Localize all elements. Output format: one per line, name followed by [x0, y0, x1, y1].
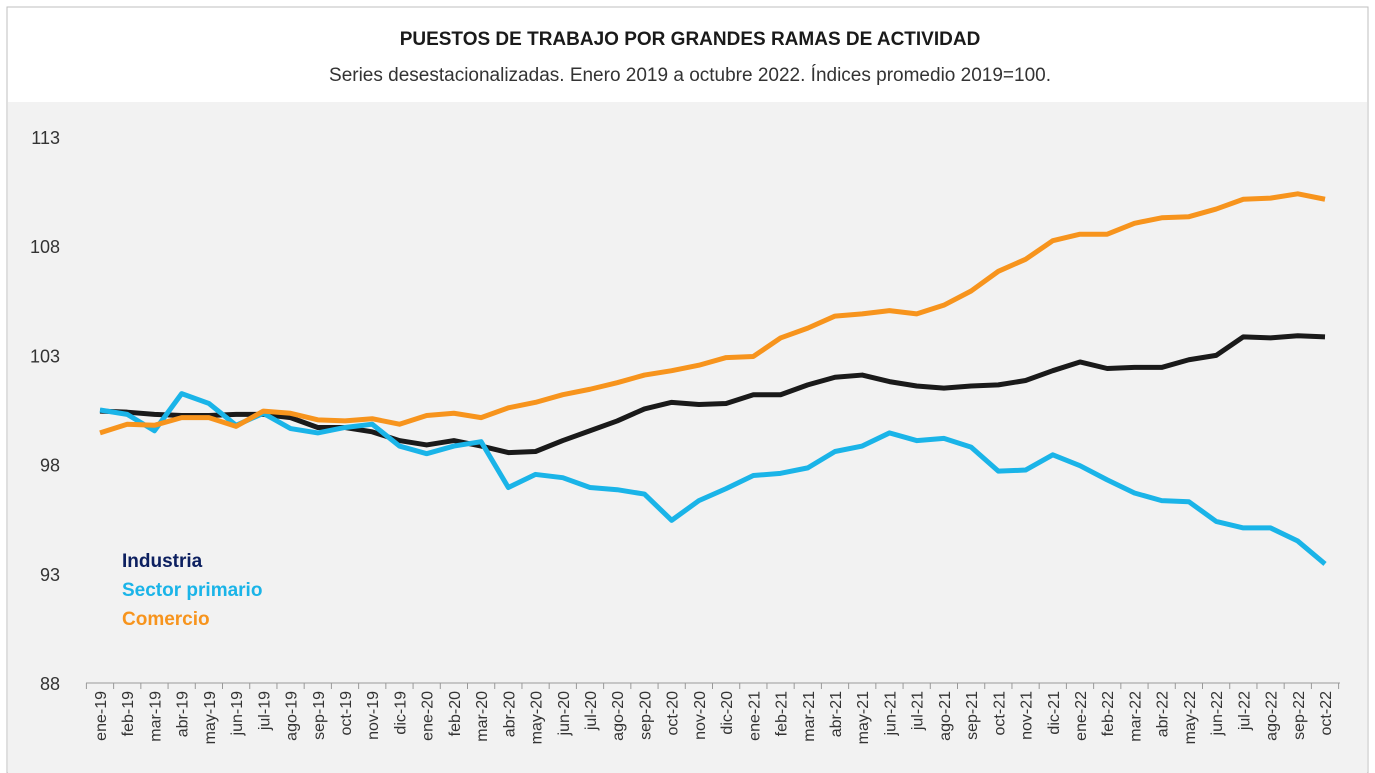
- line-series: [99, 191, 1326, 436]
- x-tick-label: oct-19: [338, 691, 355, 736]
- x-tick-label: oct-21: [991, 691, 1008, 736]
- x-tick-label: mar-22: [1127, 691, 1144, 742]
- x-tick-label: dic-19: [392, 691, 409, 735]
- x-tick-label: sep-22: [1291, 691, 1308, 740]
- y-tick-label: 113: [31, 128, 60, 148]
- x-tick-label: abr-21: [828, 691, 845, 737]
- x-tick-label: feb-21: [774, 691, 791, 736]
- x-tick-label: mar-19: [147, 691, 164, 742]
- y-tick-label: 98: [40, 456, 60, 476]
- chart-title: PUESTOS DE TRABAJO POR GRANDES RAMAS DE …: [400, 29, 981, 50]
- legend-label: Industria: [122, 551, 203, 572]
- y-tick-label: 103: [30, 346, 60, 366]
- plot-background: [8, 102, 1367, 773]
- x-tick-label: dic-21: [1046, 691, 1063, 735]
- x-tick-label: feb-20: [447, 691, 464, 736]
- x-tick-label: ene-19: [93, 691, 110, 741]
- x-tick-label: nov-19: [365, 691, 382, 740]
- x-tick-label: abr-22: [1155, 691, 1172, 737]
- x-tick-label: may-19: [202, 691, 219, 744]
- line-series: [99, 333, 1326, 456]
- x-tick-label: mar-20: [474, 691, 491, 742]
- x-tick-label: jun-22: [1209, 691, 1226, 737]
- plot: 88 93 98 103 108 113 ene-19 feb-19 mar-19 abr-19 m…: [30, 128, 1340, 744]
- x-tick-label: feb-19: [120, 691, 137, 736]
- x-tick-label: may-20: [529, 691, 546, 744]
- x-tick-label: abr-20: [501, 691, 518, 737]
- x-tick-label: ene-21: [746, 691, 763, 741]
- legend-label: Comercio: [122, 609, 210, 630]
- legend-label: Sector primario: [122, 580, 262, 601]
- x-tick-label: oct-22: [1318, 691, 1335, 736]
- x-tick-label: jun-20: [556, 691, 573, 737]
- x-tick-label: ago-20: [610, 691, 627, 741]
- x-tick-label: mar-21: [801, 691, 818, 742]
- x-tick-label: sep-20: [637, 691, 654, 740]
- x-tick-label: ene-20: [420, 691, 437, 741]
- chart-subtitle: Series desestacionalizadas. Enero 2019 a…: [329, 65, 1051, 86]
- y-tick-label: 108: [30, 237, 60, 257]
- x-tick-label: jul-20: [583, 691, 600, 731]
- x-tick-label: oct-20: [665, 691, 682, 736]
- line-series: [99, 391, 1327, 566]
- x-tick-label: jun-19: [229, 691, 246, 737]
- x-tick-label: ene-22: [1073, 691, 1090, 741]
- x-tick-label: abr-19: [175, 691, 192, 737]
- x-tick-label: jul-22: [1236, 691, 1253, 731]
- x-tick-label: may-22: [1182, 691, 1199, 744]
- x-tick-label: sep-19: [311, 691, 328, 740]
- x-tick-label: ago-22: [1264, 691, 1281, 741]
- x-tick-label: jul-21: [910, 691, 927, 731]
- x-tick-label: ago-21: [937, 691, 954, 741]
- x-tick-label: sep-21: [964, 691, 981, 740]
- x-tick-label: nov-20: [692, 691, 709, 740]
- x-tick-label: nov-21: [1019, 691, 1036, 740]
- x-tick-label: ago-19: [284, 691, 301, 741]
- y-tick-label: 93: [40, 565, 60, 585]
- x-tick-label: dic-20: [719, 691, 736, 735]
- x-tick-label: feb-22: [1100, 691, 1117, 736]
- y-tick-label: 88: [40, 674, 60, 694]
- x-tick-label: may-21: [855, 691, 872, 744]
- x-tick-label: jun-21: [882, 691, 899, 737]
- x-tick-label: jul-19: [256, 691, 273, 731]
